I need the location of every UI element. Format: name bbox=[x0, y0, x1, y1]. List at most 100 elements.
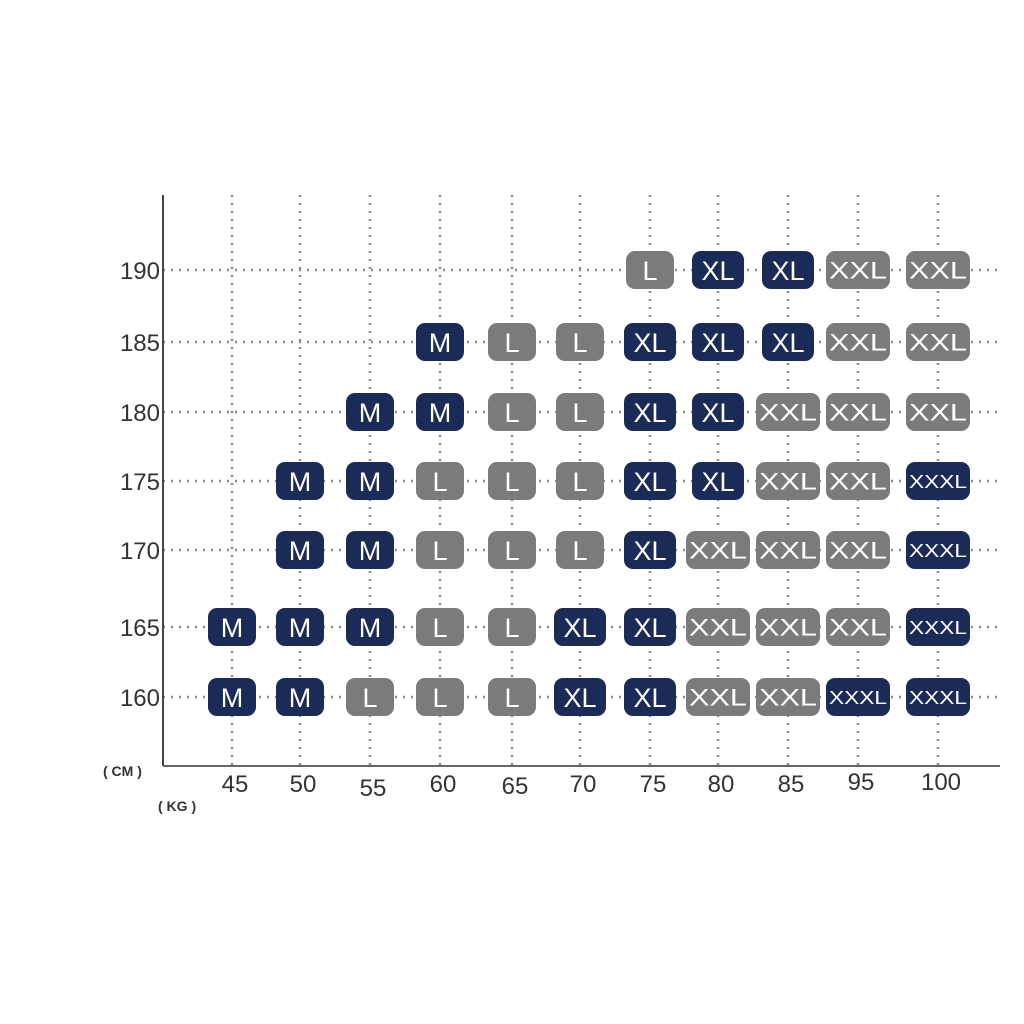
badge-label: M bbox=[359, 536, 382, 566]
size-badge-l: L bbox=[556, 393, 604, 431]
badge-background bbox=[762, 251, 814, 289]
badge-background bbox=[626, 251, 674, 289]
size-badge-m: M bbox=[346, 608, 394, 646]
badge-label: XXL bbox=[829, 538, 887, 565]
badge-label: XL bbox=[633, 613, 666, 643]
size-badge-xxxl: XXXL bbox=[826, 678, 890, 716]
badge-background bbox=[554, 678, 606, 716]
badge-label: XXL bbox=[829, 615, 887, 642]
badge-background bbox=[416, 608, 464, 646]
size-badge-l: L bbox=[488, 608, 536, 646]
badge-background bbox=[624, 608, 676, 646]
badge-label: XXL bbox=[829, 258, 887, 285]
size-badge-xxxl: XXXL bbox=[906, 678, 970, 716]
size-badge-l: L bbox=[488, 678, 536, 716]
size-badge-xxl: XXL bbox=[686, 678, 750, 716]
badge-label: M bbox=[289, 467, 312, 497]
badge-label: XXL bbox=[829, 330, 887, 357]
badge-background bbox=[416, 462, 464, 500]
badge-label: XXXL bbox=[909, 472, 967, 492]
badge-background bbox=[906, 251, 970, 289]
size-badge-xl: XL bbox=[554, 678, 606, 716]
badge-background bbox=[624, 462, 676, 500]
x-tick-label: 80 bbox=[708, 771, 735, 798]
size-badge-xxxl: XXXL bbox=[906, 462, 970, 500]
badge-background bbox=[488, 678, 536, 716]
size-badge-l: L bbox=[488, 323, 536, 361]
badge-background bbox=[686, 531, 750, 569]
badge-background bbox=[488, 608, 536, 646]
x-tick-label: 50 bbox=[290, 771, 317, 798]
badge-background bbox=[756, 608, 820, 646]
badge-label: XXL bbox=[829, 469, 887, 496]
size-badge-xl: XL bbox=[624, 393, 676, 431]
badge-background bbox=[826, 608, 890, 646]
badge-label: XL bbox=[633, 536, 666, 566]
y-tick-label: 190 bbox=[120, 258, 160, 285]
size-badge-m: M bbox=[346, 531, 394, 569]
x-tick-label: 70 bbox=[570, 771, 597, 798]
badge-label: M bbox=[429, 328, 452, 358]
badge-background bbox=[826, 531, 890, 569]
x-tick-label: 75 bbox=[640, 771, 667, 798]
badge-background bbox=[692, 393, 744, 431]
x-tick-label: 45 bbox=[222, 771, 249, 798]
badge-background bbox=[346, 608, 394, 646]
size-badge-xl: XL bbox=[624, 678, 676, 716]
badge-label: L bbox=[432, 613, 447, 643]
badge-background bbox=[756, 531, 820, 569]
badge-background bbox=[208, 608, 256, 646]
badge-background bbox=[756, 462, 820, 500]
size-badge-xxl: XXL bbox=[906, 323, 970, 361]
badge-label: XL bbox=[771, 256, 804, 286]
badge-label: XXXL bbox=[909, 618, 967, 638]
x-tick-label: 55 bbox=[360, 775, 387, 802]
badge-background bbox=[906, 678, 970, 716]
size-badge-xxl: XXL bbox=[756, 462, 820, 500]
badge-label: XL bbox=[701, 467, 734, 497]
badge-background bbox=[488, 323, 536, 361]
y-axis-unit: ( CM ) bbox=[103, 763, 142, 779]
size-badge-xxl: XXL bbox=[826, 323, 890, 361]
size-badge-xl: XL bbox=[692, 393, 744, 431]
badge-label: L bbox=[432, 467, 447, 497]
badge-label: M bbox=[289, 683, 312, 713]
badge-background bbox=[556, 393, 604, 431]
badge-label: L bbox=[504, 536, 519, 566]
size-badge-l: L bbox=[556, 462, 604, 500]
badge-label: XXL bbox=[759, 615, 817, 642]
size-badge-l: L bbox=[556, 531, 604, 569]
badge-background bbox=[488, 462, 536, 500]
size-badge-xxl: XXL bbox=[906, 251, 970, 289]
badge-label: XXL bbox=[689, 538, 747, 565]
badge-label: L bbox=[504, 467, 519, 497]
badge-background bbox=[906, 608, 970, 646]
size-badge-xxl: XXL bbox=[756, 393, 820, 431]
badge-background bbox=[346, 678, 394, 716]
badge-background bbox=[624, 678, 676, 716]
x-tick-label: 85 bbox=[778, 771, 805, 798]
badge-background bbox=[346, 462, 394, 500]
badge-label: M bbox=[359, 613, 382, 643]
badge-background bbox=[624, 323, 676, 361]
badge-background bbox=[826, 251, 890, 289]
badge-background bbox=[906, 531, 970, 569]
size-badge-l: L bbox=[346, 678, 394, 716]
size-badge-xl: XL bbox=[692, 462, 744, 500]
x-axis-unit: ( KG ) bbox=[158, 798, 196, 814]
badge-label: M bbox=[289, 536, 312, 566]
badge-label: M bbox=[429, 398, 452, 428]
size-badge-xl: XL bbox=[624, 608, 676, 646]
size-badge-xl: XL bbox=[692, 251, 744, 289]
size-badge-xl: XL bbox=[762, 323, 814, 361]
size-badge-l: L bbox=[556, 323, 604, 361]
size-badge-xl: XL bbox=[624, 531, 676, 569]
size-badge-l: L bbox=[488, 393, 536, 431]
badge-background bbox=[756, 393, 820, 431]
badge-background bbox=[416, 531, 464, 569]
size-badge-xl: XL bbox=[624, 323, 676, 361]
badge-background bbox=[826, 678, 890, 716]
badge-label: L bbox=[572, 328, 587, 358]
badge-label: XL bbox=[563, 613, 596, 643]
y-tick-label: 160 bbox=[120, 685, 160, 712]
